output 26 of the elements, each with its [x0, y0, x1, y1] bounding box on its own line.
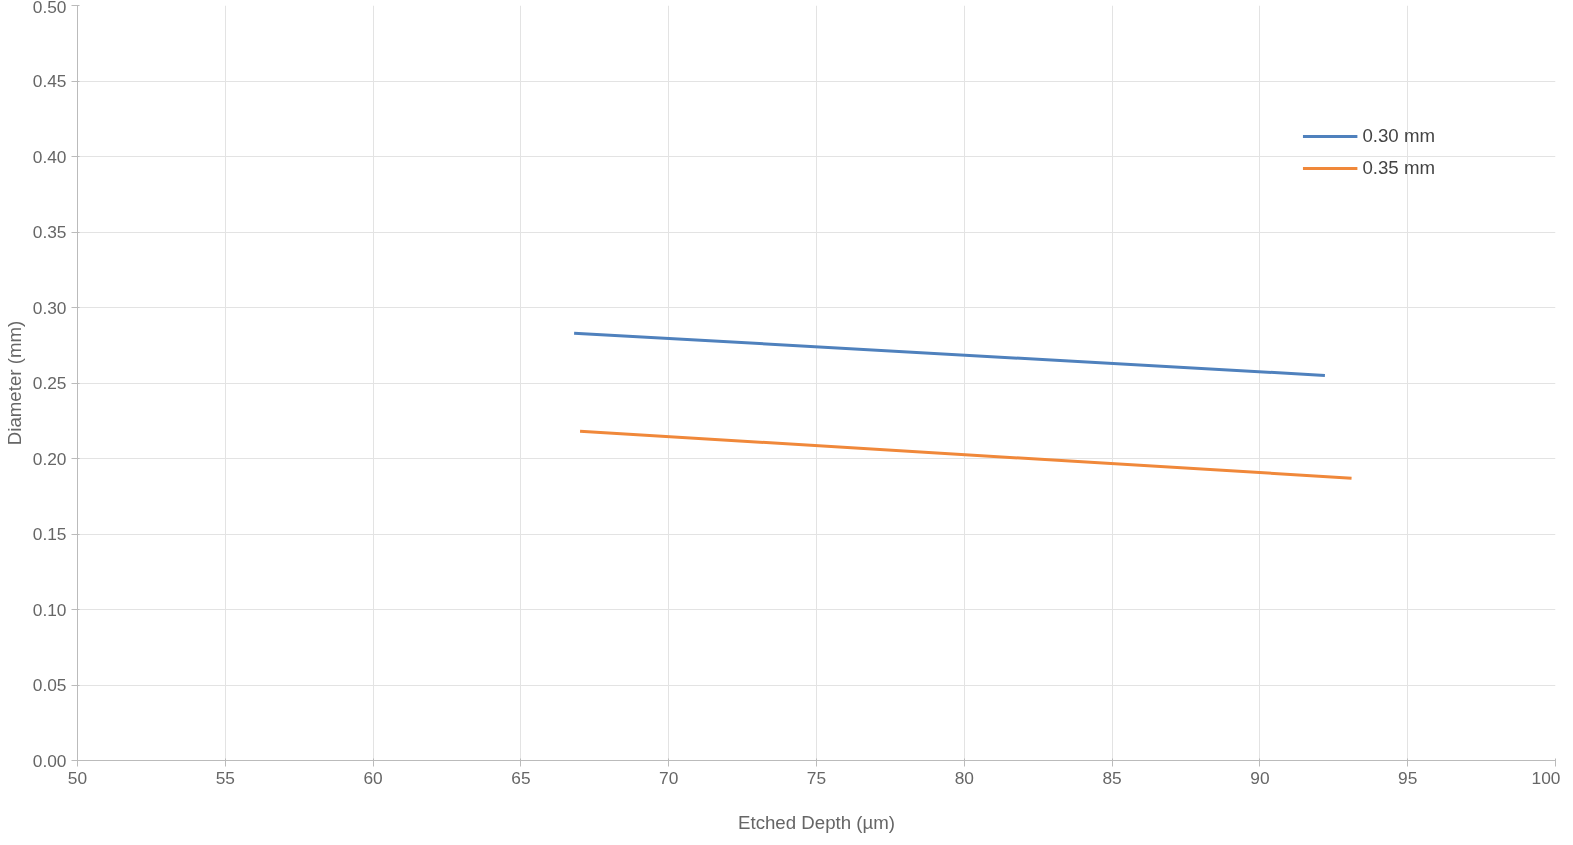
- legend-label: 0.30 mm: [1362, 125, 1435, 147]
- x-tick-label: 85: [1102, 767, 1122, 788]
- x-axis-title: Etched Depth (µm): [738, 811, 895, 833]
- x-tick-label: 100: [1531, 767, 1561, 788]
- x-tick-label: 75: [806, 767, 827, 788]
- y-tick-label: 0.35: [32, 222, 67, 242]
- y-tick-label: 0.50: [32, 0, 67, 17]
- x-tick-label: 90: [1250, 767, 1270, 788]
- y-tick-label: 0.00: [32, 750, 67, 771]
- x-tick-label: 70: [659, 767, 679, 788]
- y-tick-label: 0.05: [32, 675, 67, 695]
- y-tick-label: 0.10: [32, 599, 67, 620]
- y-axis-title: Diameter (mm): [3, 320, 25, 446]
- x-tick-label: 80: [954, 767, 974, 788]
- y-tick-label: 0.30: [32, 297, 67, 318]
- x-tick-label: 55: [215, 767, 235, 788]
- x-tick-label: 95: [1398, 767, 1418, 788]
- y-tick-label: 0.45: [32, 71, 67, 91]
- x-tick-label: 50: [67, 767, 88, 788]
- y-tick-label: 0.25: [32, 373, 67, 393]
- y-tick-label: 0.15: [32, 524, 67, 544]
- x-tick-label: 60: [363, 767, 383, 788]
- legend-label: 0.35 mm: [1362, 157, 1435, 179]
- x-tick-label: 65: [511, 767, 531, 788]
- y-tick-label: 0.20: [32, 448, 67, 469]
- y-tick-label: 0.40: [32, 146, 67, 167]
